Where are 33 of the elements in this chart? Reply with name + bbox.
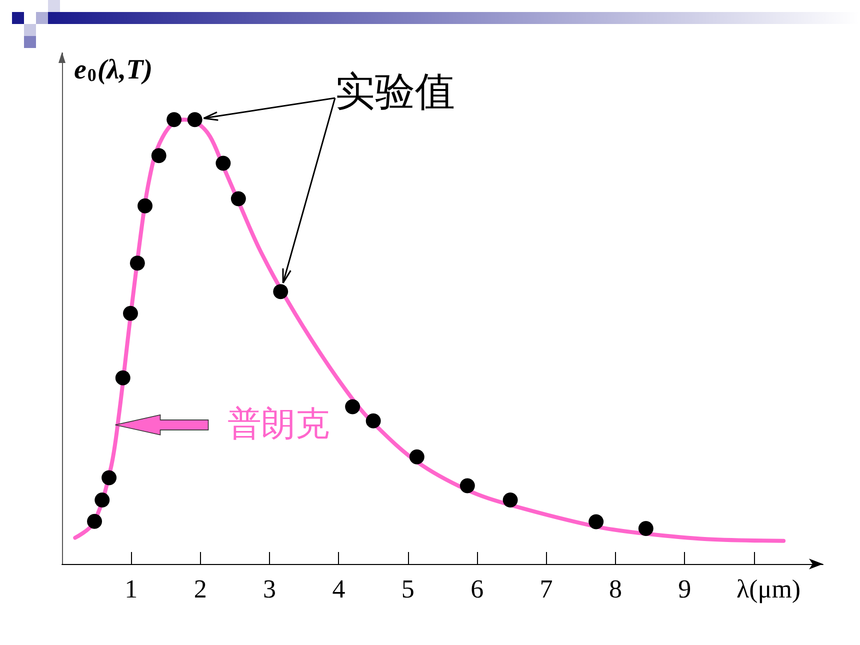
point (588, 514, 604, 530)
point (409, 449, 424, 464)
y-axis-title: e0(λ,T) (74, 54, 153, 86)
point (187, 112, 202, 128)
point (87, 514, 102, 529)
x-tick-label: 8 (608, 574, 622, 604)
x-tick-label: 2 (194, 574, 207, 604)
point (460, 478, 475, 494)
legend-label: 普朗克 (227, 404, 330, 444)
x-tick-label: 3 (263, 574, 276, 604)
point (166, 112, 182, 128)
x-axis-title: λ(μm) (736, 574, 801, 604)
point (502, 492, 518, 508)
point (123, 306, 138, 321)
point (138, 198, 153, 214)
x-tick-label: 9 (678, 574, 692, 604)
point (151, 148, 166, 164)
x-tick-label: 1 (124, 574, 138, 604)
point (216, 156, 231, 171)
point (345, 399, 360, 414)
legend-label: 实验值 (335, 69, 455, 115)
x-tick-label: 4 (332, 574, 346, 604)
x-tick-label: 6 (470, 574, 484, 604)
point (102, 470, 117, 486)
point (130, 256, 145, 271)
x-tick-label: 5 (401, 574, 414, 604)
point (115, 370, 130, 386)
point (94, 492, 110, 508)
point (273, 284, 288, 300)
x-tick-label: 7 (540, 574, 553, 604)
point (366, 413, 381, 428)
point (638, 520, 654, 536)
point (230, 191, 246, 206)
